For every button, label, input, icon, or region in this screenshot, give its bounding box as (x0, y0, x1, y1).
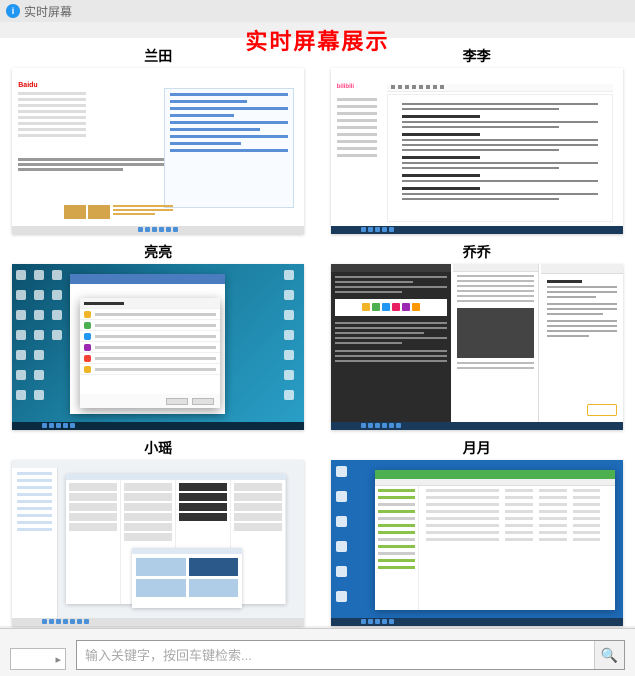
screens-grid: 兰田 Baidu 李李 bilibili (0, 38, 635, 626)
search-icon: 🔍 (601, 647, 618, 664)
screen-cell[interactable]: 亮亮 (8, 242, 309, 430)
screen-thumbnail[interactable] (12, 460, 304, 626)
screen-cell[interactable]: 小瑶 (8, 438, 309, 626)
user-name-label: 亮亮 (8, 242, 309, 262)
page-title: 实时屏幕展示 (0, 24, 635, 56)
user-name-label: 乔乔 (327, 242, 628, 262)
screen-thumbnail[interactable] (331, 460, 623, 626)
mini-tab[interactable]: ▸ (10, 648, 66, 670)
user-name-label: 月月 (327, 438, 628, 458)
screen-thumbnail[interactable]: Baidu (12, 68, 304, 234)
screen-thumbnail[interactable]: bilibili (331, 68, 623, 234)
screen-cell[interactable]: 李李 bilibili (327, 46, 628, 234)
badge-icon (587, 404, 617, 416)
browser-logo: Baidu (18, 82, 37, 89)
app-title: 实时屏幕 (24, 3, 72, 20)
search-field-wrapper: 🔍 (76, 640, 625, 670)
footer-bar: ▸ 🔍 (0, 628, 635, 676)
chevron-right-icon: ▸ (55, 653, 61, 666)
screen-thumbnail[interactable] (331, 264, 623, 430)
screen-cell[interactable]: 乔乔 (327, 242, 628, 430)
user-name-label: 小瑶 (8, 438, 309, 458)
app-titlebar: i 实时屏幕 (0, 0, 635, 22)
search-input[interactable] (77, 641, 594, 669)
app-icon: i (6, 4, 20, 18)
site-brand: bilibili (337, 84, 354, 90)
screen-thumbnail[interactable] (12, 264, 304, 430)
screen-cell[interactable]: 月月 (327, 438, 628, 626)
search-button[interactable]: 🔍 (594, 641, 624, 669)
screen-cell[interactable]: 兰田 Baidu (8, 46, 309, 234)
